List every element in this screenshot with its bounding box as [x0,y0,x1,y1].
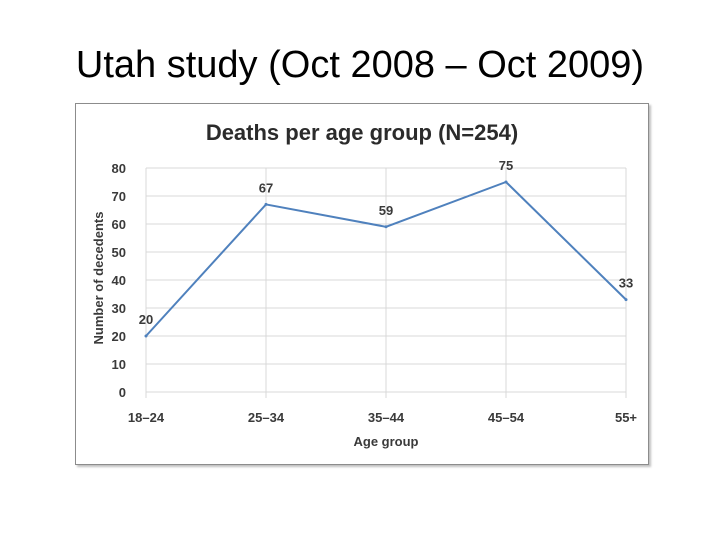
data-point [264,202,268,206]
y-tick-label: 60 [112,217,126,232]
y-tick-label: 30 [112,301,126,316]
y-tick-label: 50 [112,245,126,260]
y-tick-label: 0 [119,385,126,400]
x-axis-label: Age group [354,434,419,449]
data-label: 33 [619,276,633,291]
data-point [144,334,148,338]
x-tick-label: 25–34 [248,410,285,425]
data-point [504,180,508,184]
data-label: 20 [139,312,153,327]
y-tick-label: 40 [112,273,126,288]
x-tick-label: 45–54 [488,410,525,425]
slide-title: Utah study (Oct 2008 – Oct 2009) [75,44,645,86]
y-tick-label: 10 [112,357,126,372]
data-label: 75 [499,158,513,173]
y-tick-label: 80 [112,161,126,176]
data-label: 67 [259,180,273,195]
data-point [384,225,388,229]
x-tick-label: 18–24 [128,410,165,425]
data-labels: 20 67 59 75 33 [139,158,633,327]
data-point [624,298,628,302]
y-axis-label: Number of decedents [91,212,106,345]
line-chart: Deaths per age group (N=254) Number of d… [91,120,638,449]
y-tick-label: 70 [112,189,126,204]
x-tick-label: 55+ [615,410,637,425]
chart-title: Deaths per age group (N=254) [206,120,518,145]
series-deaths [144,180,628,338]
data-label: 59 [379,203,393,218]
chart-frame: Deaths per age group (N=254) Number of d… [75,103,649,465]
x-tick-label: 35–44 [368,410,405,425]
axis-ticks: 0 10 20 30 40 50 60 70 80 18–24 25–34 35–44 45–54 55+ [112,161,638,425]
y-tick-label: 20 [112,329,126,344]
grid-lines [145,167,627,398]
